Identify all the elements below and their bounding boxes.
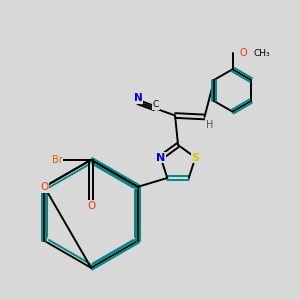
Text: O: O [87,201,95,211]
Text: S: S [191,153,200,163]
Text: O: O [239,48,247,58]
Text: N: N [134,93,143,103]
Text: C: C [153,100,159,109]
Text: O: O [40,182,49,192]
Text: Br: Br [52,155,63,165]
Text: N: N [156,153,165,163]
Text: CH₃: CH₃ [254,49,270,58]
Text: H: H [206,120,213,130]
